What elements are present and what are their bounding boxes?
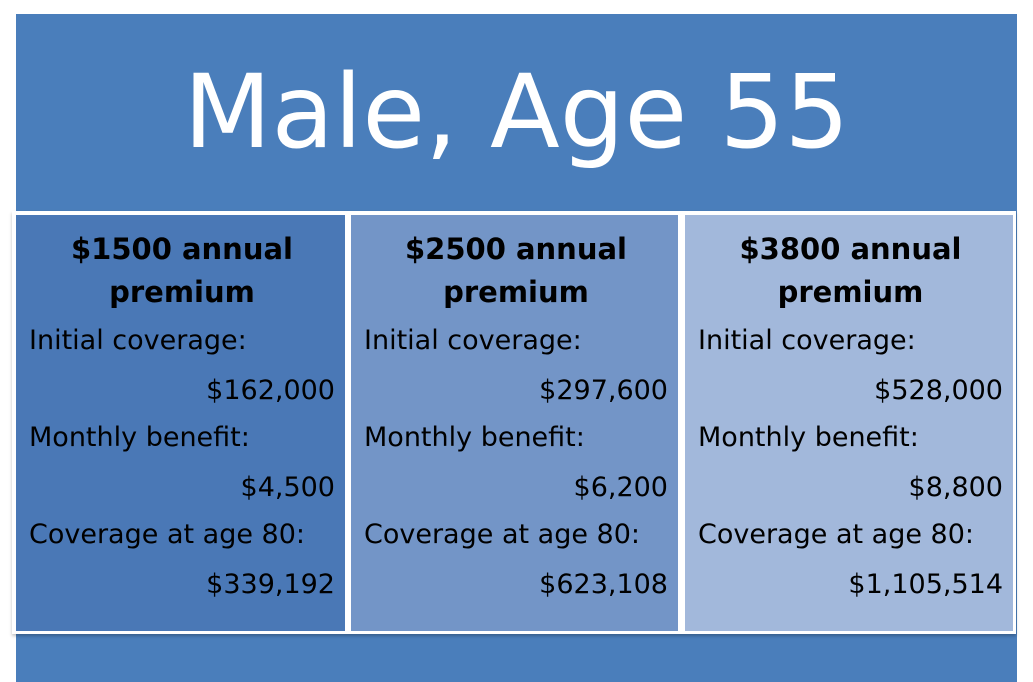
monthly-benefit-label: Monthly benefit:: [29, 422, 250, 453]
initial-coverage-label: Initial coverage:: [698, 325, 916, 356]
plan-heading-line1: $1500 annual: [70, 232, 293, 266]
monthly-benefit-value: $8,800: [908, 472, 1003, 503]
monthly-benefit-label: Monthly benefit:: [364, 422, 585, 453]
plan-heading-line2: premium: [109, 275, 255, 309]
bottom-band: [16, 636, 1017, 682]
plan-heading-line2: premium: [777, 275, 924, 309]
plan-heading: $2500 annual premium: [364, 228, 668, 314]
coverage-at-80-value: $623,108: [539, 569, 668, 600]
plan-heading: $3800 annual premium: [698, 228, 1003, 314]
plan-heading-line2: premium: [443, 275, 589, 309]
monthly-benefit-value: $4,500: [240, 472, 335, 503]
plan-heading-line1: $2500 annual: [404, 232, 627, 266]
coverage-at-80-value: $1,105,514: [848, 569, 1003, 600]
initial-coverage-value: $528,000: [874, 375, 1003, 406]
initial-coverage-label: Initial coverage:: [364, 325, 582, 356]
coverage-at-80-label: Coverage at age 80:: [364, 519, 640, 550]
initial-coverage-value: $162,000: [206, 375, 335, 406]
monthly-benefit-value: $6,200: [573, 472, 668, 503]
coverage-at-80-label: Coverage at age 80:: [698, 519, 974, 550]
plan-column-1500: $1500 annual premium Initial coverage: $…: [16, 215, 345, 631]
coverage-at-80-value: $339,192: [206, 569, 335, 600]
plan-column-2500: $2500 annual premium Initial coverage: $…: [351, 215, 678, 631]
premium-comparison-table: $1500 annual premium Initial coverage: $…: [12, 211, 1016, 634]
slide-title: Male, Age 55: [183, 53, 850, 172]
plan-heading-line1: $3800 annual: [739, 232, 962, 266]
plan-column-3800: $3800 annual premium Initial coverage: $…: [685, 215, 1013, 631]
initial-coverage-label: Initial coverage:: [29, 325, 247, 356]
plan-heading: $1500 annual premium: [29, 228, 335, 314]
coverage-at-80-label: Coverage at age 80:: [29, 519, 305, 550]
initial-coverage-value: $297,600: [539, 375, 668, 406]
monthly-benefit-label: Monthly benefit:: [698, 422, 919, 453]
